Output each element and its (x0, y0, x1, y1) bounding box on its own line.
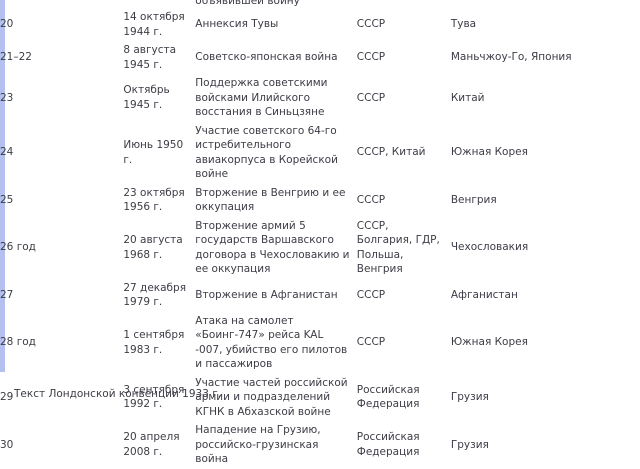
cell-target: Маньчжоу-Го, Япония (450, 51, 572, 64)
cell-actor: СССР (356, 288, 386, 301)
table-row-partial: объявившей войну Германии (0, 0, 640, 8)
cell-actor (357, 0, 451, 8)
cell-date-text: 27 декабря 1979 г. (123, 281, 187, 309)
table-row: 28 год 1 сентября 1983 г. Атака на самол… (0, 312, 640, 374)
cell-target: Венгрия (450, 193, 497, 206)
cell-target: Южная Корея (450, 146, 528, 159)
cell-date-text: 1 сентября 1983 г. (123, 329, 185, 356)
cell-date-text: 8 августа 1945 г. (123, 44, 177, 71)
cell-date-text: 20 апреля 2008 г. (123, 431, 180, 458)
cell-event: Атака на самолет «Боинг-747» рейса KAL -… (195, 314, 348, 371)
cell-actor: СССР (356, 18, 386, 31)
cell-date-text: Июнь 1950 г. (123, 139, 184, 166)
cell-actor: Российская Федерация (356, 431, 420, 458)
cell-event-clipped: объявившей войну Германии (195, 0, 357, 8)
cell-number: 24 (0, 146, 14, 159)
cell-number: 23 (0, 91, 14, 104)
table-row: 23 Октябрь 1945 г. Поддержка советскими … (0, 74, 640, 122)
left-quote-rule (0, 0, 5, 372)
cell-actor: СССР (356, 91, 386, 104)
footnote-text: Текст Лондонской конвенции 1933 г. (14, 388, 222, 400)
cell-target: Афганистан (450, 288, 518, 301)
cell-date: 27 декабря 1979 г. (62, 279, 195, 312)
cell-event: Советско-японская война (195, 51, 338, 64)
cell-event: Участие советского 64-го истребительного… (195, 124, 338, 181)
cell-date: Июнь 1950 г. (62, 122, 195, 184)
table-row: 20 14 октября 1944 г. Аннексия Тувы СССР… (0, 8, 640, 41)
table-row: 24 Июнь 1950 г. Участие советского 64-го… (0, 122, 640, 184)
cell-number: 29 (0, 391, 14, 403)
cell-actor: Российская Федерация (356, 383, 420, 411)
cell-number: 28 год (0, 336, 36, 349)
cell-actor: СССР, Болгария, ГДР, Польша, Венгрия (356, 219, 440, 276)
cell-target: Грузия (450, 438, 489, 451)
cell-number: 27 (0, 288, 14, 301)
table-row: 21–22 8 августа 1945 г. Советско-японска… (0, 41, 640, 74)
cell-date-text: Октябрь 1945 г. (123, 84, 170, 111)
cell-actor: СССР, Китай (356, 146, 426, 159)
cell-number: 21–22 (0, 51, 32, 64)
cell-date: 1 сентября 1983 г. (62, 312, 195, 374)
cell-actor: СССР (356, 193, 386, 206)
table-row: 26 год 20 августа 1968 г. Вторжение арми… (0, 217, 640, 279)
cell-date (62, 0, 195, 8)
cell-date-text: 20 августа 1968 г. (123, 234, 183, 261)
cell-number: 20 (0, 18, 14, 31)
cell-target: Чехословакия (450, 241, 529, 254)
cell-date: 23 октября 1956 г. (62, 184, 195, 217)
cell-event: Нападение на Грузию, российско-грузинска… (195, 424, 321, 465)
cell-target: Южная Корея (450, 336, 528, 349)
table-row: 27 27 декабря 1979 г. Вторжение в Афгани… (0, 279, 640, 312)
cell-actor: СССР (356, 51, 386, 64)
table-row: 25 23 октября 1956 г. Вторжение в Венгри… (0, 184, 640, 217)
cell-number: 26 год (0, 241, 36, 254)
cell-event: объявившей войну Германии (195, 0, 357, 8)
cell-target (451, 0, 640, 8)
cell-date: 20 августа 1968 г. (62, 217, 195, 279)
cell-event: Вторжение в Афганистан (195, 288, 338, 301)
cell-number: 30 (0, 438, 14, 451)
cell-event: Вторжение армий 5 государств Варшавского… (195, 219, 350, 276)
cell-date-text: 14 октября 1944 г. (123, 11, 185, 38)
cell-date: 20 апреля 2008 г. (62, 421, 195, 469)
cell-target: Грузия (450, 391, 489, 403)
cell-event: Поддержка советскими войсками Илийского … (195, 77, 328, 118)
cell-event: Вторжение в Венгрию и ее оккупация (195, 186, 346, 214)
cell-event: Аннексия Тувы (195, 18, 279, 31)
cell-date-text: 23 октября 1956 г. (123, 186, 185, 214)
cell-actor: СССР (356, 336, 386, 349)
cell-date: Октябрь 1945 г. (62, 74, 195, 122)
table-row: 30 20 апреля 2008 г. Нападение на Грузию… (0, 421, 640, 469)
cell-date: 14 октября 1944 г. (62, 8, 195, 41)
cell-event-text: объявившей войну Германии (195, 0, 300, 7)
cell-number: 25 (0, 193, 14, 206)
cell-number (0, 0, 62, 8)
cell-target: Тува (450, 18, 477, 31)
cell-date: 8 августа 1945 г. (62, 41, 195, 74)
cell-target: Китай (450, 91, 485, 104)
